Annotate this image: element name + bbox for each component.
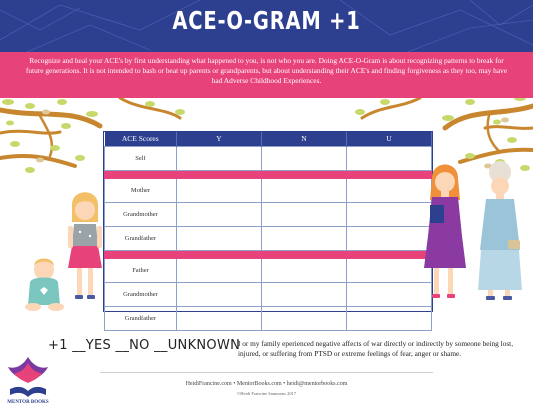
footer-copyright: ©Heidi Francine Sammons 2017 bbox=[236, 391, 297, 396]
ace-table: ACE Scores Y N U Self Mother bbox=[103, 131, 433, 331]
table-row: Self bbox=[104, 145, 432, 171]
answer-cell-n[interactable] bbox=[261, 281, 347, 307]
table-row: Grandfather bbox=[104, 225, 432, 251]
table-row: Grandmother bbox=[104, 281, 432, 307]
footer-divider bbox=[100, 372, 433, 373]
answer-cell-n[interactable] bbox=[261, 225, 347, 251]
row-label: Grandfather bbox=[104, 305, 177, 331]
footer-contact: HeidiFrancine.com • MentorBooks.com • he… bbox=[185, 381, 348, 387]
baby-figure bbox=[25, 258, 64, 311]
intro-band bbox=[0, 52, 533, 98]
row-label: Mother bbox=[104, 177, 177, 203]
mother-figure bbox=[424, 164, 466, 298]
column-header-no: N bbox=[261, 132, 347, 146]
table-row: Mother bbox=[104, 177, 432, 203]
table-row: Grandfather bbox=[104, 305, 432, 331]
row-label: Father bbox=[104, 257, 177, 283]
answer-cell-n[interactable] bbox=[261, 305, 347, 331]
header-line-art bbox=[0, 0, 533, 55]
answer-cell-u[interactable] bbox=[346, 305, 432, 331]
girl-figure bbox=[68, 192, 102, 299]
tree-illustration bbox=[0, 98, 533, 173]
header-banner: ACE-O-GRAM +1 bbox=[0, 0, 533, 55]
plus-one-description: I or my family eperienced negative affec… bbox=[238, 339, 514, 358]
row-label: Grandmother bbox=[104, 281, 177, 307]
answer-cell-n[interactable] bbox=[261, 145, 347, 171]
logo-text: MENTOR BOOKS bbox=[7, 400, 49, 405]
answer-cell-n[interactable] bbox=[261, 177, 347, 203]
column-header-unknown: U bbox=[346, 132, 432, 146]
mentor-books-logo-icon bbox=[8, 357, 48, 397]
table-header-row: ACE Scores Y N U bbox=[104, 132, 432, 146]
column-header-ace-scores: ACE Scores bbox=[104, 132, 177, 146]
column-header-yes: Y bbox=[176, 132, 262, 146]
intro-text: Recognize and heal your ACE's by first u… bbox=[25, 56, 508, 85]
table-row: Father bbox=[104, 257, 432, 283]
page-title: ACE-O-GRAM +1 bbox=[172, 6, 361, 35]
plus-one-response-line[interactable]: +1 __YES __NO __UNKNOWN bbox=[48, 338, 241, 353]
answer-cell-u[interactable] bbox=[346, 145, 432, 171]
grandmother-figure bbox=[478, 161, 522, 300]
answer-cell-y[interactable] bbox=[176, 177, 262, 203]
